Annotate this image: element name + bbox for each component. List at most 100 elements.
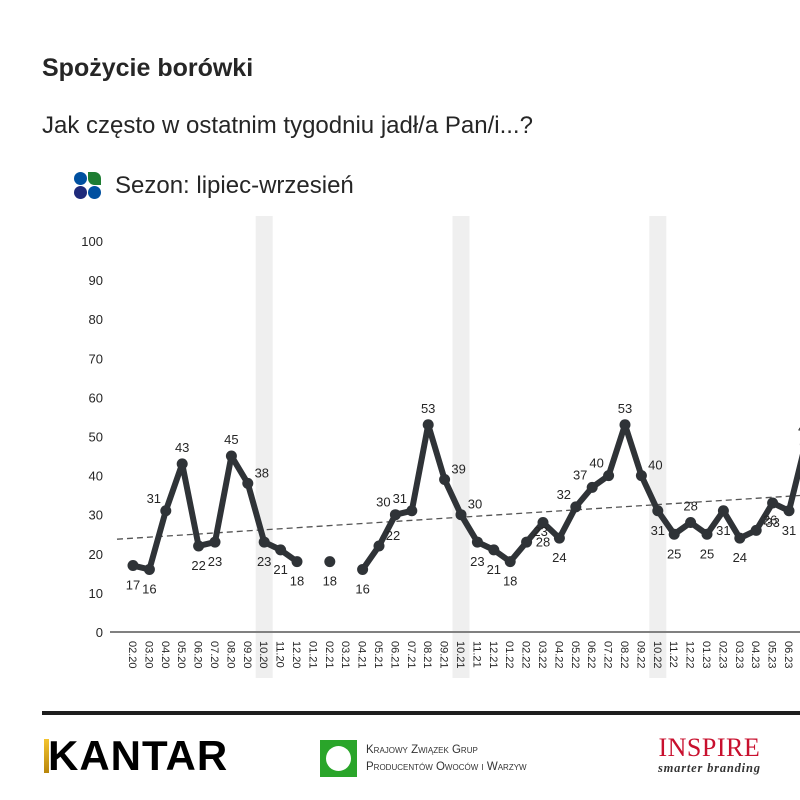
y-tick-label: 50	[89, 430, 103, 445]
data-label: 18	[503, 574, 517, 589]
x-tick-label: 07.20	[208, 641, 220, 669]
data-label: 18	[323, 574, 337, 589]
y-tick-label: 60	[89, 390, 103, 405]
x-tick-label: 07.22	[602, 641, 614, 669]
data-point	[783, 505, 795, 517]
data-label: 31	[147, 491, 161, 506]
data-label: 31	[651, 523, 665, 538]
x-tick-label: 07.21	[405, 641, 417, 669]
x-tick-label: 11.20	[274, 641, 286, 668]
x-tick-label: 10.21	[454, 641, 466, 669]
blueberry-icon	[74, 172, 102, 200]
data-label: 28	[683, 499, 697, 514]
data-point	[422, 419, 434, 431]
x-tick-label: 05.20	[175, 641, 187, 669]
data-label: 45	[224, 432, 238, 447]
x-tick-label: 05.23	[766, 641, 778, 669]
data-point	[750, 524, 762, 536]
line-chart: 0 10 20 30 40 50 60 70 80 90 100 02.20 03.20 04.20 05…	[81, 216, 800, 678]
x-tick-label: 03.23	[733, 641, 745, 669]
data-point	[701, 528, 713, 540]
x-tick-label: 04.21	[356, 641, 368, 669]
data-label: 28	[536, 535, 550, 550]
data-point	[603, 470, 615, 482]
data-label: 22	[191, 558, 205, 573]
data-label: 30	[376, 495, 390, 510]
season-band	[452, 216, 470, 678]
season-band	[649, 216, 667, 678]
x-tick-label: 02.20	[126, 641, 138, 669]
y-tick-label: 20	[89, 547, 103, 562]
data-label: 32	[557, 487, 571, 502]
data-label: 24	[733, 550, 747, 565]
y-tick-label: 90	[89, 273, 103, 288]
data-label: 23	[208, 554, 222, 569]
x-tick-label: 12.20	[290, 641, 302, 669]
data-series	[127, 419, 800, 575]
data-label: 26	[763, 512, 777, 527]
data-point	[570, 501, 582, 513]
data-point	[717, 505, 729, 517]
data-label: 31	[393, 491, 407, 506]
x-tick-label: 01.21	[306, 641, 318, 669]
data-label: 25	[700, 546, 714, 561]
data-point	[455, 509, 467, 521]
x-tick-label: 06.22	[585, 641, 597, 669]
data-point	[471, 536, 483, 548]
data-point	[242, 477, 254, 489]
x-tick-label: 01.23	[700, 641, 712, 669]
x-tick-label: 08.22	[618, 641, 630, 669]
x-tick-label: 11.21	[470, 641, 482, 668]
x-tick-label: 03.21	[339, 641, 351, 669]
x-tick-label: 04.23	[749, 641, 761, 669]
data-point	[291, 556, 303, 568]
data-label: 23	[257, 554, 271, 569]
page-title: Spożycie borówki	[42, 54, 254, 82]
kzgp-logo: Krajowy Związek Grup Producentów Owoców …	[320, 740, 527, 777]
data-point	[225, 450, 237, 462]
data-label: 30	[468, 497, 482, 512]
x-tick-label: 11.22	[667, 641, 679, 668]
y-tick-label: 10	[89, 586, 103, 601]
data-point	[406, 505, 418, 517]
x-tick-label: 12.21	[487, 641, 499, 669]
x-tick-label: 03.20	[142, 641, 154, 669]
x-tick-label: 02.23	[716, 641, 728, 669]
data-label: 21	[273, 562, 287, 577]
kzgp-line2: Producentów Owoców i Warzyw	[366, 760, 527, 773]
y-tick-label: 70	[89, 351, 103, 366]
x-tick-label: 04.22	[552, 641, 564, 669]
x-tick-label: 06.21	[388, 641, 400, 669]
data-point	[668, 528, 680, 540]
x-tick-label: 10.22	[651, 641, 663, 669]
x-tick-label: 04.20	[159, 641, 171, 669]
data-point	[275, 544, 287, 556]
data-label: 31	[716, 523, 730, 538]
data-label: 17	[126, 578, 140, 593]
x-tick-label: 10.20	[257, 641, 269, 669]
x-tick-label: 01.22	[503, 641, 515, 669]
y-tick-label: 80	[89, 312, 103, 327]
data-point	[685, 517, 697, 529]
data-point	[537, 517, 549, 529]
inspire-logo: INSPIRE smarter branding	[658, 733, 761, 776]
season-bands	[255, 216, 667, 678]
chart-legend: Sezon: lipiec-wrzesień	[74, 172, 354, 200]
x-tick-label: 02.22	[520, 641, 532, 669]
x-tick-label: 09.20	[241, 641, 253, 669]
data-point	[160, 505, 172, 517]
data-label: 53	[618, 401, 632, 416]
data-label: 43	[175, 440, 189, 455]
legend-label: Sezon: lipiec-wrzesień	[115, 172, 354, 199]
x-tick-label: 05.22	[569, 641, 581, 669]
question-subtitle: Jak często w ostatnim tygodniu jadł/a Pa…	[42, 112, 533, 139]
data-label: 16	[142, 581, 156, 596]
data-point	[209, 536, 221, 548]
season-band	[255, 216, 273, 678]
data-label: 38	[255, 465, 269, 480]
data-point	[652, 505, 664, 517]
footer-divider	[42, 711, 800, 715]
data-label: 21	[487, 562, 501, 577]
data-point	[389, 509, 401, 521]
